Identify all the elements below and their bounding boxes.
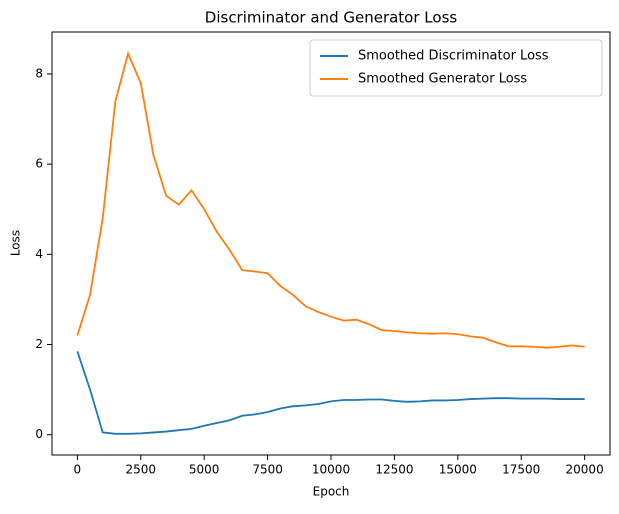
- x-tick-label: 2500: [125, 463, 156, 477]
- x-tick-label: 15000: [439, 463, 477, 477]
- y-tick-label: 6: [35, 157, 43, 171]
- x-tick-label: 0: [74, 463, 82, 477]
- x-tick-label: 10000: [312, 463, 350, 477]
- x-tick-label: 17500: [502, 463, 540, 477]
- data-line: [76, 350, 585, 435]
- x-axis-label: Epoch: [313, 485, 350, 499]
- x-tick-label: 12500: [375, 463, 413, 477]
- y-tick-label: 0: [35, 427, 43, 441]
- plot-frame: [51, 31, 611, 456]
- legend-label: Smoothed Discriminator Loss: [358, 49, 549, 64]
- y-tick-label: 4: [35, 247, 43, 261]
- data-line: [76, 50, 585, 349]
- x-tick-label: 5000: [189, 463, 220, 477]
- y-axis-label: Loss: [9, 230, 23, 256]
- y-tick-label: 8: [35, 66, 43, 80]
- chart-title: Discriminator and Generator Loss: [205, 9, 458, 27]
- y-tick-label: 2: [35, 337, 43, 351]
- x-tick-label: 7500: [252, 463, 283, 477]
- legend-box: [309, 39, 603, 97]
- x-tick-label: 20000: [566, 463, 604, 477]
- legend-label: Smoothed Generator Loss: [358, 72, 527, 87]
